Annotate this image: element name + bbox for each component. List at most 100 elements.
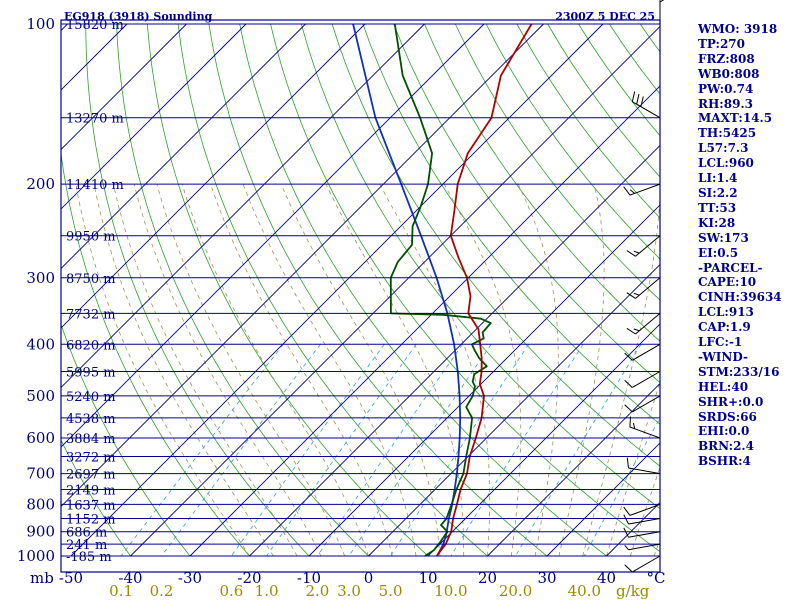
height-label: 2697 m — [66, 468, 116, 483]
mixing-ratio-tick-label: 10.0 — [434, 582, 467, 600]
mixing-ratio-tick-label: 3.0 — [337, 582, 361, 600]
height-label: 15820 m — [66, 18, 124, 33]
wind-barb — [629, 416, 661, 439]
height-label: 4538 m — [66, 412, 116, 427]
dry-adiabat-line — [208, 23, 548, 557]
dry-adiabat-line — [116, 23, 369, 557]
dry-adiabat-line — [146, 23, 429, 557]
sounding-index: CINH:39634 — [698, 290, 782, 305]
wind-barb-staff — [635, 235, 661, 257]
wind-barb-staff — [632, 371, 661, 388]
sounding-index: TH:5425 — [698, 126, 757, 141]
wind-barb — [623, 183, 661, 196]
sounding-index: SHR+:0.0 — [698, 394, 764, 409]
wind-barb-flag — [659, 0, 665, 3]
mixing-ratio-line — [231, 344, 385, 557]
sounding-index: WMO: 3918 — [698, 22, 778, 36]
sounding-index: FRZ:808 — [698, 51, 755, 66]
pressure-tick-label: 100 — [26, 15, 55, 33]
wind-barb-flag — [629, 189, 635, 194]
mixing-ratio-tick-label: 1.0 — [255, 582, 279, 600]
wind-barb — [626, 313, 661, 335]
wind-barb-flag — [636, 93, 640, 105]
wind-barb-flag — [626, 457, 629, 469]
mixing-ratio-tick-label: 2.0 — [305, 582, 329, 600]
temperature-tick-label: 0 — [364, 569, 374, 587]
dry-adiabat-line — [300, 23, 660, 510]
wind-barb-staff — [635, 313, 661, 335]
sounding-index: LI:1.4 — [698, 171, 738, 186]
sounding-index: CAP:1.9 — [698, 320, 751, 335]
wind-barb-flag — [640, 96, 644, 107]
sounding-index: MAXT:14.5 — [698, 111, 773, 126]
pressure-tick-label: 800 — [26, 495, 55, 513]
height-label: 8750 m — [66, 272, 116, 287]
wind-barb — [624, 343, 661, 361]
sounding-index: -PARCEL- — [698, 260, 763, 275]
sounding-index: TT:53 — [698, 200, 737, 215]
isotherm-line — [61, 23, 544, 508]
pressure-tick-label: 200 — [26, 175, 55, 193]
wind-barb-flag — [623, 506, 631, 516]
isotherm-line — [70, 23, 604, 557]
mixing-ratio-tick-label: 40.0 — [568, 582, 601, 600]
wind-barb-flag — [623, 186, 631, 196]
wind-barb-flag — [633, 292, 640, 296]
pressure-tick-label: 900 — [26, 523, 55, 541]
isotherm-line — [0, 24, 8, 556]
mixing-ratio-tick-label: 0.2 — [150, 582, 174, 600]
sounding-index: LFC:-1 — [698, 335, 743, 350]
wind-barb-flag — [624, 352, 633, 361]
temperature-tick-label: 30 — [537, 569, 556, 587]
moist-adiabat-line — [133, 184, 322, 557]
height-label: 1637 m — [66, 498, 116, 513]
moist-adiabat-line — [325, 183, 465, 556]
temperature-tick-label: -30 — [178, 569, 202, 587]
sounding-indices-panel: WMO: 3918 TP:270 FRZ:808 WB0:808 PW:0.74 RH:8… — [698, 22, 782, 469]
wind-barb-flag — [623, 514, 629, 525]
wind-barb-flag — [623, 527, 629, 538]
isotherm-line — [61, 23, 485, 448]
sounding-index: CAPE:10 — [698, 275, 757, 290]
isotherm-line — [487, 382, 660, 557]
isotherm-line — [546, 442, 660, 557]
temperature-tick-label: -10 — [297, 569, 321, 587]
wind-barb-staff — [628, 467, 661, 475]
wind-barb-staff — [632, 555, 661, 573]
wind-barb-staff — [628, 543, 661, 551]
height-label: 3272 m — [66, 451, 116, 466]
wind-barb — [659, 0, 665, 24]
sounding-index: SI:2.2 — [698, 185, 738, 200]
sounding-index: WB0:808 — [698, 66, 760, 81]
pressure-tick-label: 300 — [26, 269, 55, 287]
temperature-tick-label: 20 — [478, 569, 497, 587]
mixing-ratio-tick-label: 0.6 — [219, 582, 243, 600]
isotherm-line — [61, 23, 425, 389]
temperature-tick-label: 10 — [418, 569, 437, 587]
isotherm-line — [61, 23, 187, 151]
temperature-unit-label: °C — [647, 569, 666, 587]
sounding-index: PW:0.74 — [698, 81, 754, 96]
wind-barb — [623, 527, 661, 538]
height-label: 241 m — [66, 538, 107, 553]
wind-barb-flag — [624, 544, 629, 551]
height-label: 5240 m — [66, 390, 116, 405]
height-label: 9950 m — [66, 230, 116, 245]
sounding-index: KI:28 — [698, 215, 736, 230]
mixing-ratio-unit-label: g/kg — [616, 582, 650, 600]
isotherm-line — [130, 25, 660, 557]
wind-barb — [626, 277, 661, 299]
mixing-ratio-tick-label: 20.0 — [499, 582, 532, 600]
wind-barb-staff — [629, 183, 661, 196]
moist-adiabat-line — [443, 183, 522, 557]
sounding-index: BRN:2.4 — [698, 439, 754, 454]
wind-barb — [623, 514, 661, 525]
parcel-profile-line — [352, 23, 462, 557]
sounding-index: SW:173 — [698, 230, 749, 245]
wind-barb-staff — [629, 503, 661, 516]
sounding-index: EHI:0.0 — [698, 424, 750, 439]
wind-barb — [623, 503, 661, 516]
wind-barb-flag — [626, 327, 636, 335]
dry-adiabat-line — [239, 23, 607, 557]
